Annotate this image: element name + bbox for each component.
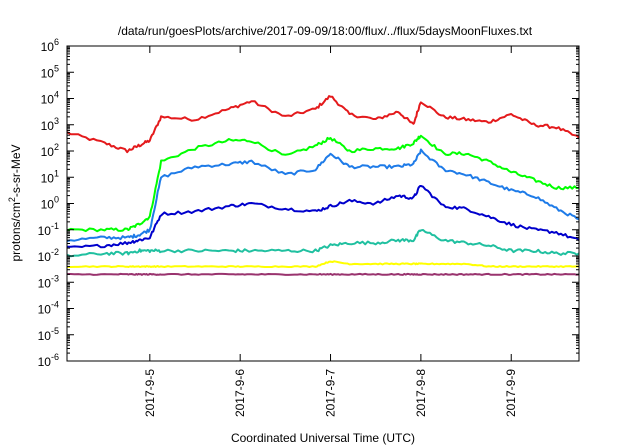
y-tick-label: 10-5	[38, 326, 59, 343]
plot-frame	[66, 45, 580, 362]
series-line	[66, 229, 580, 258]
y-tick-label: 10-6	[38, 352, 59, 369]
y-tick-label: 10-3	[38, 273, 59, 290]
y-tick-label: 104	[41, 90, 59, 107]
series-line	[67, 185, 580, 249]
series-line	[66, 134, 580, 233]
chart-title: /data/run/goesPlots/archive/2017-09-09/1…	[118, 24, 533, 38]
y-tick-label: 10-2	[38, 247, 59, 264]
y-tick-label: 101	[41, 168, 59, 185]
y-tick-label: 102	[41, 142, 59, 159]
y-tick-label: 100	[41, 195, 59, 212]
x-tick-label: 2017-9-7	[324, 369, 338, 417]
y-tick-label: 10-4	[38, 300, 59, 317]
x-axis-label: Coordinated Universal Time (UTC)	[231, 431, 415, 445]
series-line	[66, 148, 580, 243]
y-tick-label: 105	[41, 63, 59, 80]
plot-lines	[66, 95, 580, 276]
x-axis: 2017-9-5 2017-9-6 2017-9-7 2017-9-8 2017-9-9	[143, 46, 518, 417]
series-line	[67, 272, 580, 276]
y-tick-label: 106	[41, 37, 59, 54]
y-tick-label: 103	[41, 116, 59, 133]
y-axis-label: protons/cm2-s-sr-MeV	[7, 144, 23, 261]
y-tick-label: 10-1	[38, 221, 59, 238]
x-tick-label: 2017-9-8	[414, 369, 428, 417]
series-line	[66, 95, 580, 154]
y-axis: 10-6 10-5 10-4 10-3 10-2 10-1 100 101 102 103 104 1…	[38, 37, 579, 369]
series-line	[67, 260, 580, 268]
x-tick-label: 2017-9-9	[504, 369, 518, 417]
x-tick-label: 2017-9-6	[233, 369, 247, 417]
x-tick-label: 2017-9-5	[143, 369, 157, 417]
